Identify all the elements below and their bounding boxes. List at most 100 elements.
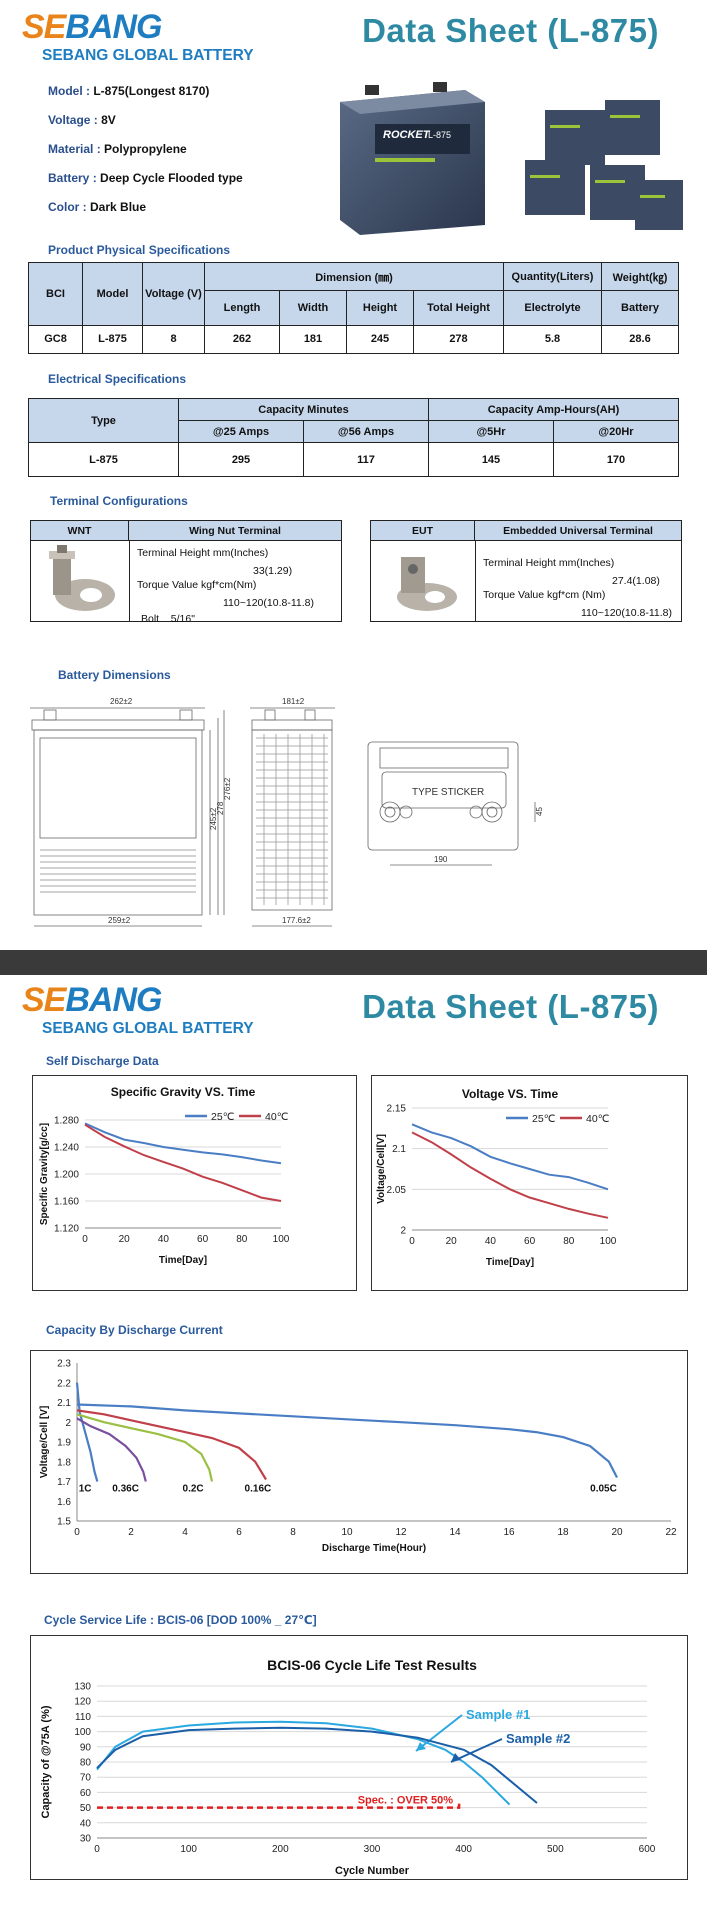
- y-tick-label: 120: [74, 1697, 91, 1708]
- x-tick-label: 22: [665, 1527, 677, 1538]
- series-line-1: [84, 1122, 282, 1165]
- legend-label: 25℃: [211, 1111, 235, 1123]
- y-tick-label: 1.9: [57, 1438, 71, 1449]
- y-tick-label: 30: [80, 1834, 92, 1845]
- x-tick-label: 0: [82, 1234, 88, 1245]
- th-bci: BCI: [28, 262, 83, 326]
- series-arrow: [450, 1738, 503, 1763]
- th-25amps: @25 Amps: [178, 420, 304, 443]
- wnt-torque-label: Torque Value kgf*cm(Nm): [137, 579, 257, 591]
- battery-dimension-drawing: 262±2 259±2 245±2 278 276±2 181±2: [30, 697, 544, 927]
- wnt-torque-value: 110~120(10.8-11.8): [223, 597, 314, 609]
- chart-voltage-time: Voltage VS. Time 2 2.05 2.1 2.15 0 20 40 60 80 100…: [371, 1075, 688, 1291]
- series-line-1: [411, 1123, 609, 1191]
- th-battery: Battery: [601, 290, 679, 326]
- section-dimensions: Battery Dimensions: [58, 668, 171, 682]
- y-axis-label: Voltage/Cell [V]: [39, 1406, 50, 1479]
- th-type: Type: [28, 398, 179, 443]
- spec-line-label: Spec. : OVER 50%: [358, 1795, 454, 1807]
- th-20hr: @20Hr: [553, 420, 679, 443]
- x-axis-label: Cycle Number: [335, 1865, 410, 1877]
- front-height-a: 245±2: [209, 807, 218, 830]
- embedded-universal-terminal-image: [397, 557, 457, 611]
- th-model: Model: [82, 262, 143, 326]
- page-title-2: Data Sheet (L-875): [362, 988, 659, 1025]
- y-tick-label: 2.1: [392, 1144, 406, 1155]
- eut-torque-label: Torque Value kgf*cm (Nm): [483, 589, 606, 601]
- x-tick-label: 2: [128, 1527, 134, 1538]
- y-axis-label: Specific Gravity[g/cc]: [39, 1123, 50, 1225]
- th-56amps: @56 Amps: [303, 420, 429, 443]
- x-tick-label: 0: [409, 1236, 415, 1247]
- cell-battery-weight: 28.6: [601, 324, 679, 355]
- x-tick-label: 20: [119, 1234, 131, 1245]
- y-tick-label: 1.280: [54, 1116, 79, 1127]
- cycle-life-chart-svg: BCIS-06 Cycle Life Test Results 30 40 50 60 7…: [40, 1657, 656, 1877]
- discharge-current-chart-svg: 1.5 1.6 1.7 1.8 1.9 2 2.1 2.2 2.3 0 2 4 6 8 10 12 14 16 18…: [39, 1359, 677, 1555]
- spec-value: Polypropylene: [104, 142, 187, 156]
- th-5hr: @5Hr: [428, 420, 554, 443]
- top-view: [367, 741, 536, 866]
- y-tick-label: 100: [74, 1727, 91, 1738]
- spec-line: [97, 1799, 461, 1809]
- section-terminal: Terminal Configurations: [50, 494, 188, 508]
- section-physical: Product Physical Specifications: [48, 243, 231, 257]
- logo-subtitle: SEBANG GLOBAL BATTERY: [42, 47, 254, 64]
- product-model-text: L-875: [428, 130, 451, 140]
- series-line-1: [96, 1720, 511, 1806]
- datasheet-page-1: SEBANG SEBANG GLOBAL BATTERY Data Sheet …: [0, 0, 707, 950]
- th-quantity: Quantity(Liters): [503, 261, 602, 292]
- series-arrow: [415, 1714, 463, 1752]
- x-tick-label: 100: [600, 1236, 617, 1247]
- chart-title: Specific Gravity VS. Time: [111, 1085, 256, 1099]
- y-tick-label: 2.05: [387, 1185, 407, 1196]
- front-height-c: 276±2: [223, 777, 232, 800]
- cell-voltage: 8: [142, 324, 205, 355]
- x-tick-label: 10: [341, 1527, 353, 1538]
- eut-height-label: Terminal Height mm(Inches): [483, 557, 615, 569]
- x-tick-label: 6: [236, 1527, 242, 1538]
- x-tick-label: 400: [455, 1844, 472, 1855]
- cell-electrolyte: 5.8: [503, 324, 602, 355]
- x-tick-label: 18: [557, 1527, 569, 1538]
- x-tick-label: 0: [74, 1527, 80, 1538]
- th-electrolyte: Electrolyte: [503, 290, 602, 326]
- x-tick-label: 100: [273, 1234, 290, 1245]
- x-tick-label: 600: [639, 1844, 656, 1855]
- th-weight: Weight(㎏): [601, 261, 679, 292]
- spec-row: Voltage : 8V: [48, 111, 243, 140]
- y-tick-label: 1.160: [54, 1197, 79, 1208]
- x-tick-label: 500: [547, 1844, 564, 1855]
- spec-key: Material: [48, 142, 94, 156]
- y-tick-label: 40: [80, 1818, 92, 1829]
- series-label: 1C: [79, 1483, 92, 1494]
- product-brand-text: ROCKET: [383, 129, 431, 141]
- y-axis-label: Capacity of @75A (%): [40, 1705, 52, 1818]
- series-arrow-head: [451, 1753, 461, 1762]
- page-divider: [0, 950, 707, 975]
- x-tick-label: 12: [395, 1527, 407, 1538]
- logo-bang: BANG: [65, 8, 162, 46]
- spec-row: Color : Dark Blue: [48, 198, 243, 227]
- chart-discharge-current: 1.5 1.6 1.7 1.8 1.9 2 2.1 2.2 2.3 0 2 4 6 8 10 12 14 16 18…: [30, 1350, 688, 1574]
- x-axis-label: Time[Day]: [486, 1257, 534, 1268]
- terminal-wnt-code: WNT: [31, 521, 129, 540]
- chart-title: Voltage VS. Time: [462, 1087, 559, 1101]
- spec-value: 8V: [101, 113, 116, 127]
- top-sticker-label: TYPE STICKER: [412, 787, 484, 798]
- y-tick-label: 2.2: [57, 1378, 71, 1389]
- cell-width: 181: [279, 324, 347, 355]
- x-tick-label: 80: [563, 1236, 575, 1247]
- logo-bang-2: BANG: [65, 981, 162, 1019]
- x-tick-label: 20: [611, 1527, 623, 1538]
- x-tick-label: 40: [158, 1234, 170, 1245]
- series-label: Sample #1: [466, 1707, 530, 1722]
- spec-separator: :: [90, 113, 102, 127]
- front-top-dim: 262±2: [110, 697, 133, 706]
- page-title: Data Sheet (L-875): [362, 12, 659, 49]
- series-line-2: [76, 1417, 147, 1482]
- wnt-bolt: Bolt 5/16": [141, 613, 195, 625]
- x-tick-label: 300: [364, 1844, 381, 1855]
- side-bottom-dim: 177.6±2: [282, 916, 311, 925]
- x-axis-label: Discharge Time(Hour): [322, 1543, 426, 1554]
